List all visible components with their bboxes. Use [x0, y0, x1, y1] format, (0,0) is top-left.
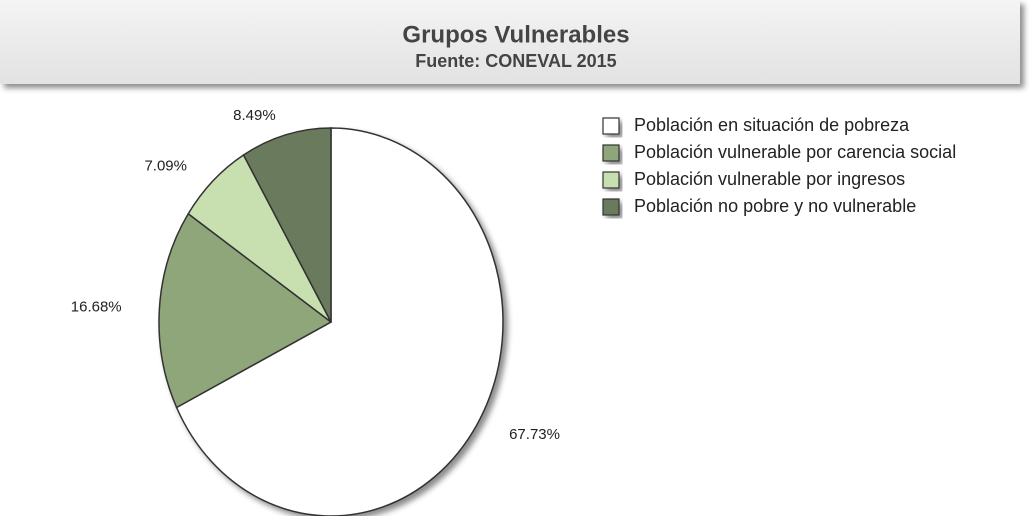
- legend-swatch: [602, 198, 620, 216]
- legend-label: Población en situación de pobreza: [634, 115, 910, 135]
- data-label: 8.49%: [233, 107, 276, 124]
- title-bar: [0, 0, 1020, 84]
- legend-label: Población vulnerable por ingresos: [634, 169, 905, 189]
- chart-subtitle: Fuente: CONEVAL 2015: [415, 51, 616, 71]
- legend-label: Población vulnerable por carencia social: [634, 142, 956, 162]
- legend-label: Población no pobre y no vulnerable: [634, 196, 916, 216]
- legend-swatch: [602, 144, 620, 162]
- legend-swatch: [602, 171, 620, 189]
- data-label: 67.73%: [509, 426, 560, 443]
- pie-slice: [158, 212, 333, 409]
- data-label: 16.68%: [71, 299, 122, 316]
- pie-slice: [175, 127, 504, 517]
- data-label: 7.09%: [144, 158, 187, 175]
- legend-swatch: [602, 117, 620, 135]
- chart-title: Grupos Vulnerables: [402, 21, 629, 48]
- pie: [158, 127, 504, 517]
- pie-slice: [242, 127, 332, 323]
